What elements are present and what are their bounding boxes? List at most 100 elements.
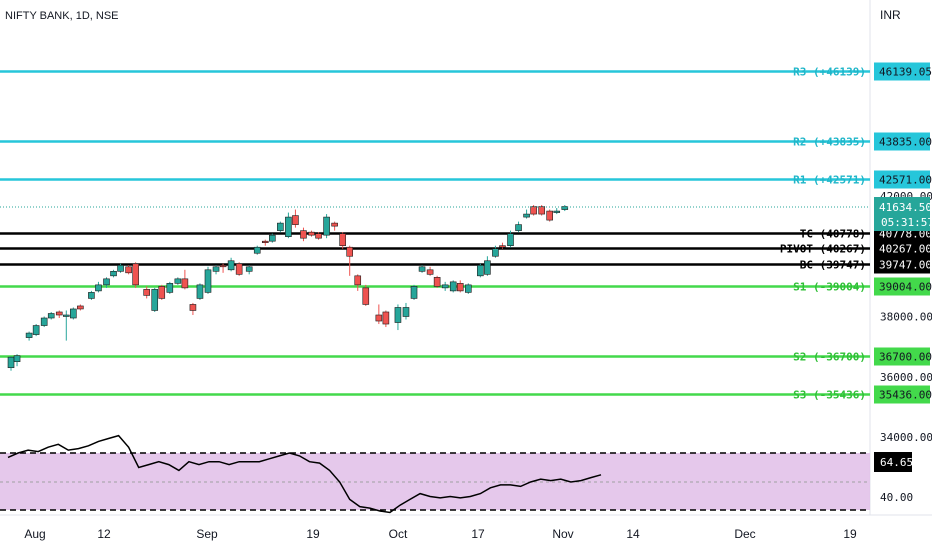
candles-group [7,205,569,371]
rsi-value-tag [874,452,912,472]
currency-label: INR [880,8,901,22]
candle-body [300,230,307,239]
pivot-level-label: S3 (-35436) [793,389,866,402]
pivot-level-tag [874,255,930,274]
time-axis[interactable]: Aug 12 Sep 19 Oct 17 Nov 14 Dec 19 [24,527,857,541]
pivot-level-value: 35436.00 [879,389,932,402]
candle-body [77,305,84,310]
candle-body [538,206,545,215]
candle-body [315,233,322,239]
candle-body [103,278,110,286]
candle-body [394,307,402,323]
time-axis-label: Dec [734,527,755,541]
last-price-tag [874,197,930,232]
candle-body [546,210,553,221]
pivot-level-label: S1 (-39004) [793,281,866,294]
price-tick-label: 38000.00 [880,311,932,324]
price-tick-label: 34000.00 [880,431,932,444]
candle-body [292,215,299,225]
candle-body [382,311,390,325]
pivot-level-label: S2 (-36700) [793,351,866,364]
candle-body [235,263,243,275]
pivot-level-label: PIVOT (40267) [780,243,866,256]
time-axis-label: Sep [196,527,218,541]
pivot-level-tag [874,62,930,81]
candle-body [7,356,15,369]
candle-body [269,234,276,242]
candle-body [32,325,40,335]
candle-body [354,275,362,286]
pivot-level-value: 39004.00 [879,281,932,294]
candle-body [125,266,132,274]
candle-countdown: 05:31:57 [881,216,932,229]
time-axis-label: 19 [306,527,320,541]
candle-body [323,216,330,236]
rsi-tick-label: 40.00 [880,491,913,504]
candle-body [464,284,472,293]
pivot-level-tag [874,170,930,189]
symbol-title[interactable]: NIFTY BANK, 1D, NSE [5,10,119,22]
pivot-level-value: 42571.00 [879,174,932,187]
pivot-level-value: 43835.00 [879,136,932,149]
candle-body [253,246,261,254]
candle-body [418,266,426,272]
pivot-level-value: 46139.05 [879,66,932,79]
candle-body [227,260,235,271]
candle-body [70,308,77,319]
candle-body [339,233,346,247]
pivot-level-tag [874,347,930,366]
candle-body [13,355,21,362]
candle-body [47,313,55,319]
time-axis-label: Aug [24,527,45,541]
candle-body [530,206,537,215]
candle-body [204,269,212,293]
candle-body [362,287,370,305]
time-axis-label: 12 [97,527,111,541]
pivot-level-label: R1 (+42571) [793,174,866,187]
rsi-pane[interactable]: 40.00 64.65 [0,434,913,514]
pivot-level-tag [874,239,930,258]
candle-body [196,284,204,299]
candle-body [484,260,491,275]
candle-body [166,283,174,293]
candle-body [375,314,383,322]
pivot-level-value: 40267.00 [879,243,932,256]
candle-body [181,278,189,289]
candle-body [515,224,522,231]
pivot-level-label: BC (39747) [800,259,866,272]
candle-body [402,307,410,317]
last-price-value: 41634.50 [879,201,932,214]
candle-body [117,264,124,272]
pivot-level-label: R2 (+43835) [793,136,866,149]
candle-body [88,292,95,299]
time-axis-label: 14 [626,527,640,541]
time-axis-label: Nov [552,527,573,541]
candle-body [25,332,33,338]
candle-body [55,311,63,316]
candle-body [189,304,197,311]
price-tick-label: 36000.00 [880,371,932,384]
pivot-level-label: R3 (+46139) [793,66,866,79]
candle-body [62,314,70,317]
candle-body [212,266,220,272]
candle-body [158,286,166,299]
time-axis-label: Oct [389,527,408,541]
time-axis-label: 19 [843,527,857,541]
candle-body [331,222,338,227]
candle-body [132,263,139,286]
candle-body [426,269,434,275]
pivot-level-value: 36700.00 [879,351,932,364]
pivot-level-tag [874,385,930,404]
time-axis-label: 17 [471,527,485,541]
candle-body [433,277,441,287]
candle-body [261,240,269,243]
pivot-level-tag [874,277,930,296]
rsi-value-text: 64.65 [880,456,913,469]
candle-body [449,281,457,292]
pivot-level-tag [874,132,930,151]
candle-body [410,286,418,299]
candle-body [285,216,292,237]
candle-body [219,264,227,268]
candle-body [499,245,506,248]
